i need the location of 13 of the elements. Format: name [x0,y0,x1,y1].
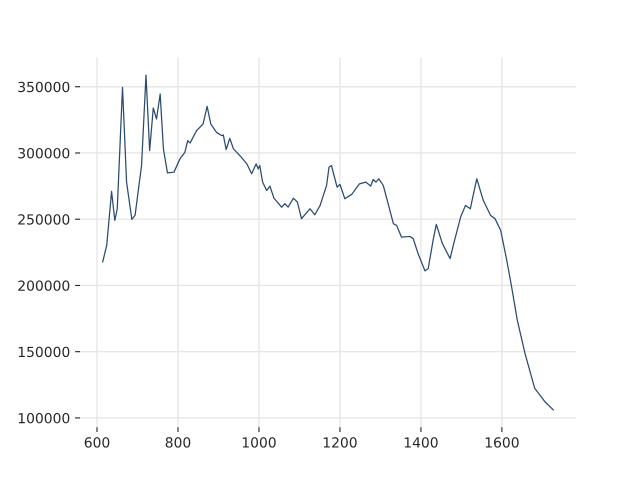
line-series [102,74,554,411]
y-tick-label: 200000 [18,280,70,291]
y-tick-label: 100000 [18,412,70,424]
x-tick-label: 1600 [486,437,519,448]
x-tick-label: 1400 [404,437,438,448]
y-tick-label: 250000 [18,214,70,225]
x-tick-label: 1200 [324,437,357,448]
x-tick-label: 1000 [242,437,276,448]
y-tick-label: 300000 [18,148,70,158]
y-tick-label: 150000 [18,346,70,358]
y-tick-label: 350000 [18,82,70,92]
x-tick-label: 800 [166,437,190,448]
x-tick-label: 600 [84,437,110,448]
